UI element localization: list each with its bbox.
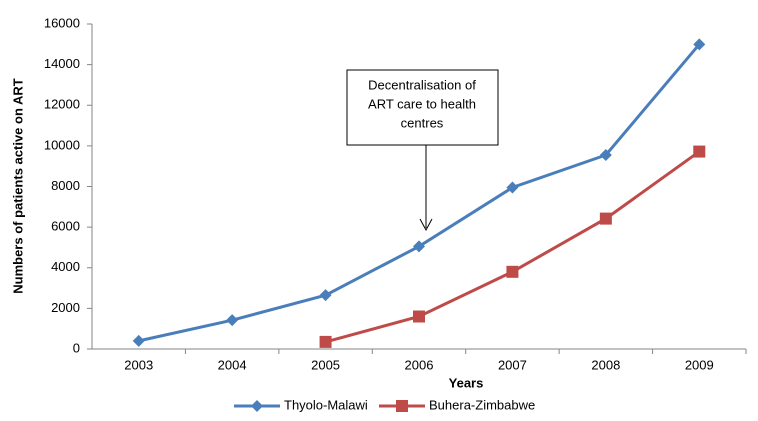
- marker: [413, 240, 425, 253]
- y-tick-label: 0: [73, 340, 80, 355]
- marker: [506, 181, 519, 194]
- y-tick-label: 14000: [44, 56, 80, 71]
- marker: [226, 314, 239, 327]
- marker: [413, 310, 425, 323]
- annotation-text: Decentralisation of: [368, 77, 476, 92]
- marker: [396, 400, 408, 412]
- y-tick-label: 2000: [51, 300, 80, 315]
- x-tick-label: 2005: [311, 357, 340, 372]
- x-tick-label: 2006: [405, 357, 434, 372]
- x-tick-label: 2004: [218, 357, 247, 372]
- marker: [132, 334, 145, 347]
- marker: [599, 212, 612, 225]
- marker: [319, 335, 332, 348]
- x-tick-label: 2009: [685, 357, 714, 372]
- y-tick-label: 10000: [44, 137, 80, 152]
- marker: [693, 145, 706, 158]
- legend-label: Buhera-Zimbabwe: [429, 397, 535, 412]
- y-tick-label: 16000: [44, 15, 80, 30]
- annotation-text: centres: [401, 115, 444, 130]
- marker: [599, 149, 612, 162]
- y-tick-label: 12000: [44, 97, 80, 112]
- y-tick-label: 8000: [51, 178, 80, 193]
- x-tick-label: 2003: [124, 357, 153, 372]
- marker: [319, 289, 332, 302]
- marker: [251, 400, 263, 412]
- y-axis-label: Numbers of patients active on ART: [10, 78, 25, 294]
- legend-label: Thyolo-Malawi: [284, 397, 368, 412]
- series-line: [325, 150, 701, 344]
- y-tick-label: 6000: [51, 219, 80, 234]
- annotation-arrowhead: [419, 218, 433, 232]
- marker: [506, 265, 519, 278]
- x-axis-label: Years: [449, 375, 484, 390]
- y-tick-label: 4000: [51, 259, 80, 274]
- annotation-box: [346, 69, 499, 146]
- x-tick-label: 2008: [591, 357, 620, 372]
- annotation: Decentralisation of ART care to health cen…: [346, 69, 499, 232]
- x-tick-label: 2007: [498, 357, 527, 372]
- annotation-text: ART care to health: [368, 96, 476, 111]
- marker: [693, 38, 706, 51]
